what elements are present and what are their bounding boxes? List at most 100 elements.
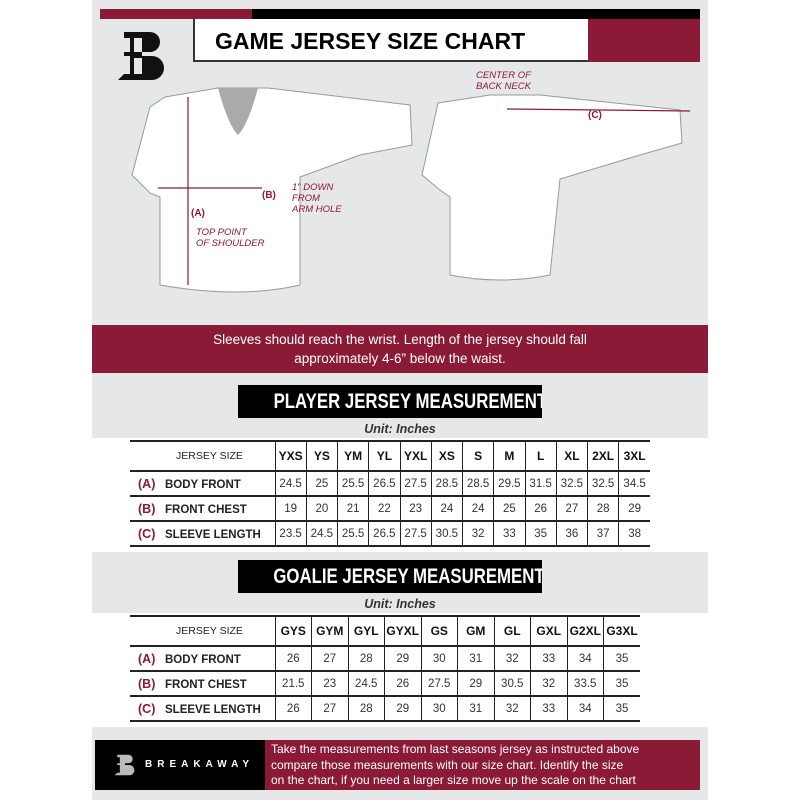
table-row: (C) SLEEVE LENGTH 23.5 24.5 25.5 26.5 27.5 30.5… <box>130 521 650 546</box>
measurement-cell: 30 <box>420 696 458 721</box>
measurement-cell: 31 <box>457 646 494 671</box>
size-column-header: GYM <box>311 616 348 646</box>
measurement-cell: 29 <box>618 496 650 521</box>
measurement-cell: 34 <box>566 646 604 671</box>
breakaway-logo-icon <box>118 32 164 80</box>
measurement-cell: 31 <box>457 696 494 721</box>
size-column-header: GYS <box>274 616 312 646</box>
measurement-cell: 27.5 <box>420 671 458 696</box>
size-column-header: G2XL <box>566 616 604 646</box>
label-a: (A) <box>191 208 205 219</box>
measurement-cell: 27 <box>311 646 348 671</box>
size-column-header: GS <box>420 616 458 646</box>
note-b: 1" DOWN FROM ARM HOLE <box>292 182 342 215</box>
size-column-header: XS <box>430 441 463 471</box>
footer-brand: BREAKAWAY <box>95 740 265 790</box>
row-label: (A) BODY FRONT <box>130 471 275 496</box>
measure-letter: (A) <box>138 651 156 666</box>
measurement-cell: 32.5 <box>555 471 588 496</box>
size-column-header: XL <box>555 441 588 471</box>
measurement-cell: 33.5 <box>566 671 604 696</box>
measurement-cell: 34.5 <box>618 471 650 496</box>
size-column-header: YS <box>305 441 338 471</box>
note-c: CENTER OF BACK NECK <box>476 70 531 92</box>
measurement-cell: 28 <box>347 696 385 721</box>
goalie-heading: GOALIE JERSEY MEASUREMENTS <box>273 565 542 588</box>
size-column-header: YXS <box>274 441 307 471</box>
measurement-cell: 23 <box>399 496 432 521</box>
advice-banner: Sleeves should reach the wrist. Length o… <box>92 325 708 373</box>
measurement-cell: 36 <box>555 521 588 546</box>
table-row: (C) SLEEVE LENGTH 26 27 28 29 30 31 32 33 34 35 <box>130 696 640 721</box>
size-column-header: S <box>461 441 494 471</box>
size-header-row: JERSEY SIZE YXS YS YM YL YXL XS S M L XL 2XL 3XL <box>130 441 650 471</box>
measure-name: SLEEVE LENGTH <box>165 703 261 716</box>
size-header-row: JERSEY SIZE GYS GYM GYL GYXL GS GM GL GXL G2XL G3X… <box>130 616 640 646</box>
size-column-header: GYL <box>347 616 385 646</box>
measurement-cell: 28.5 <box>461 471 494 496</box>
size-column-header: L <box>524 441 557 471</box>
measurement-cell: 25.5 <box>336 471 369 496</box>
measurement-cell: 23.5 <box>274 521 307 546</box>
measurement-cell: 25 <box>305 471 338 496</box>
size-column-header: GYXL <box>384 616 421 646</box>
row-label: (A) BODY FRONT <box>130 646 275 671</box>
size-column-header: GM <box>457 616 494 646</box>
row-label: (B) FRONT CHEST <box>130 671 275 696</box>
measurement-cell: 29.5 <box>493 471 525 496</box>
size-column-header: G3XL <box>603 616 640 646</box>
measurement-cell: 32 <box>493 646 531 671</box>
measurement-cell: 24 <box>461 496 494 521</box>
size-column-header: 2XL <box>586 441 619 471</box>
measurement-cell: 27.5 <box>399 521 432 546</box>
player-size-table: JERSEY SIZE YXS YS YM YL YXL XS S M L XL 2XL 3XL (A) B… <box>130 440 650 547</box>
measurement-cell: 34 <box>566 696 604 721</box>
label-b: (B) <box>262 190 276 201</box>
goalie-unit: Unit: Inches <box>364 597 436 611</box>
measure-letter: (C) <box>138 701 156 716</box>
breakaway-logo-icon <box>114 754 135 776</box>
measurement-cell: 20 <box>305 496 338 521</box>
measure-name: BODY FRONT <box>165 653 241 666</box>
measurement-cell: 35 <box>603 696 640 721</box>
measurement-cell: 33 <box>530 646 567 671</box>
measurement-cell: 26.5 <box>368 471 400 496</box>
measurement-cell: 25 <box>493 496 525 521</box>
measurement-cell: 29 <box>384 696 421 721</box>
label-c: (C) <box>588 110 602 121</box>
title-box: GAME JERSEY SIZE CHART <box>193 19 588 62</box>
size-header-label: JERSEY SIZE <box>176 625 243 637</box>
measurement-cell: 38 <box>618 521 650 546</box>
footer-instructions: Take the measurements from last seasons … <box>265 740 700 790</box>
measure-letter: (C) <box>138 526 156 541</box>
size-column-header: YXL <box>399 441 432 471</box>
measurement-cell: 28 <box>347 646 385 671</box>
measurement-cell: 33 <box>493 521 525 546</box>
measure-letter: (B) <box>138 676 156 691</box>
measurement-cell: 19 <box>274 496 307 521</box>
measurement-cell: 24.5 <box>274 471 307 496</box>
jersey-front <box>131 87 413 293</box>
neck-opening <box>218 88 258 135</box>
measurement-cell: 33 <box>530 696 567 721</box>
measure-name: FRONT CHEST <box>165 503 247 516</box>
measurement-cell: 35 <box>603 671 640 696</box>
measure-letter: (A) <box>138 476 156 491</box>
measurement-cell: 25.5 <box>336 521 369 546</box>
measurement-cell: 26 <box>524 496 557 521</box>
measurement-cell: 32 <box>493 696 531 721</box>
size-column-header: GL <box>493 616 531 646</box>
jersey-diagram <box>131 87 691 293</box>
goalie-size-table: JERSEY SIZE GYS GYM GYL GYXL GS GM GL GXL G2XL G3X… <box>130 615 640 722</box>
measurement-cell: 31.5 <box>524 471 557 496</box>
top-bar <box>252 9 700 19</box>
measurement-cell: 27.5 <box>399 471 432 496</box>
player-heading-box: PLAYER JERSEY MEASUREMENTS <box>238 385 542 418</box>
note-a: TOP POINT OF SHOULDER <box>196 227 265 249</box>
table-row: (A) BODY FRONT 24.5 25 25.5 26.5 27.5 28.5 28.5 2… <box>130 471 650 496</box>
measurement-cell: 32 <box>530 671 567 696</box>
measurement-cell: 30 <box>420 646 458 671</box>
size-header-label: JERSEY SIZE <box>176 450 243 462</box>
player-unit: Unit: Inches <box>364 422 436 436</box>
table-row: (B) FRONT CHEST 21.5 23 24.5 26 27.5 29 30.5 32 33… <box>130 671 640 696</box>
